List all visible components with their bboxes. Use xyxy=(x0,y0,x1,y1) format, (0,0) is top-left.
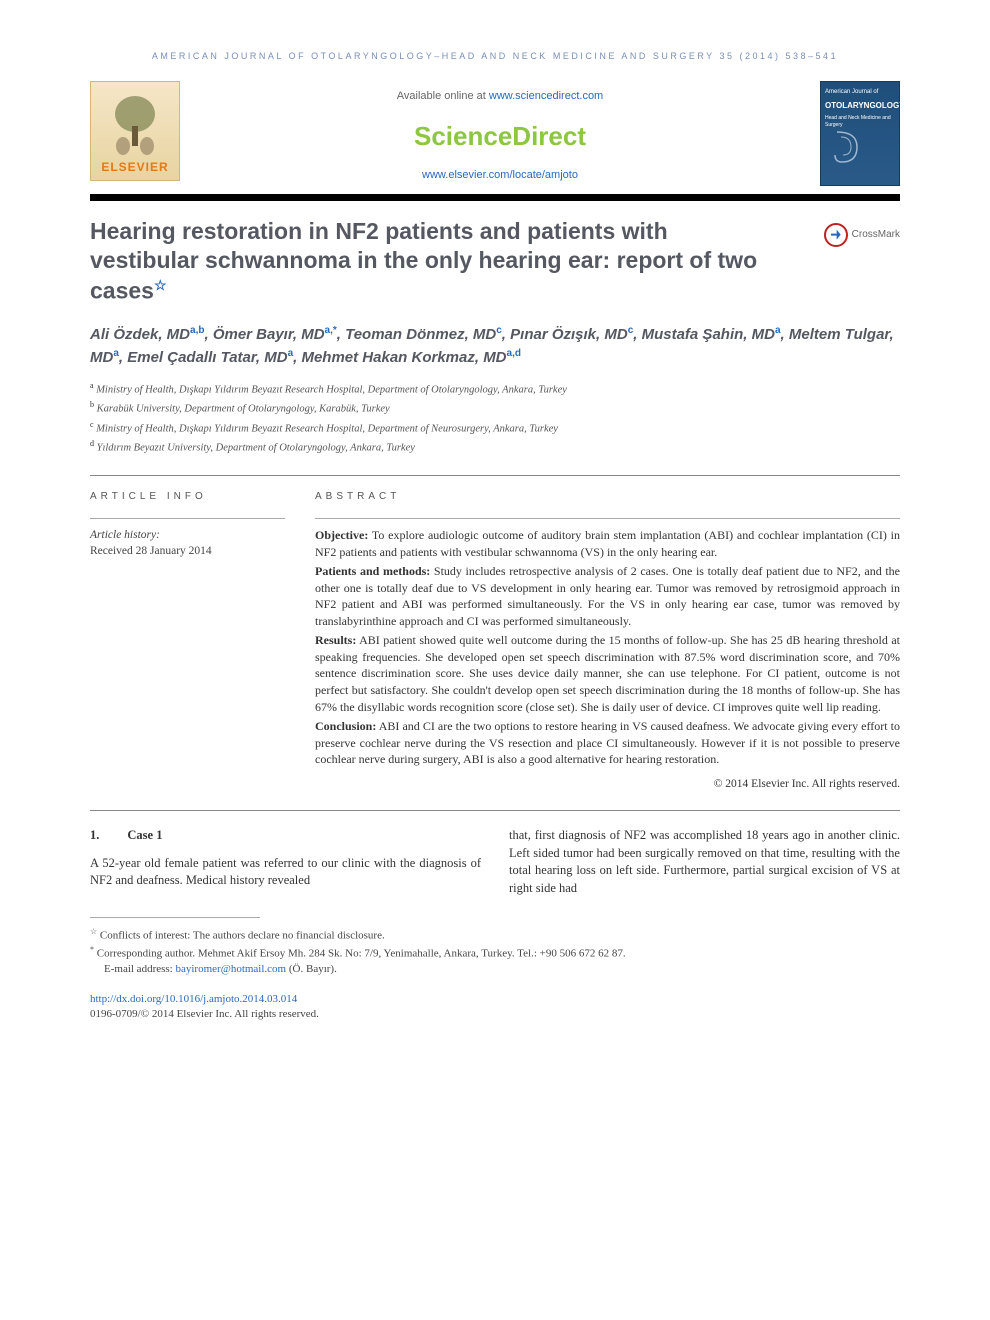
available-online-text: Available online at www.sciencedirect.co… xyxy=(180,89,820,104)
conflict-text: Conflicts of interest: The authors decla… xyxy=(97,930,385,942)
crossmark-icon xyxy=(824,223,848,247)
conflict-footnote: ☆ Conflicts of interest: The authors dec… xyxy=(90,926,900,944)
article-info-label: ARTICLE INFO xyxy=(90,490,285,504)
title-footnote-star: ☆ xyxy=(154,277,167,293)
corresponding-footnote: * Corresponding author. Mehmet Akif Erso… xyxy=(90,944,900,962)
abstract-copyright: © 2014 Elsevier Inc. All rights reserved… xyxy=(315,776,900,792)
abstract-results: Results: ABI patient showed quite well o… xyxy=(315,632,900,716)
footnotes: ☆ Conflicts of interest: The authors dec… xyxy=(90,926,900,977)
abstract-conclusion: Conclusion: ABI and CI are the two optio… xyxy=(315,718,900,768)
author: Ali Özdek, MDa,b xyxy=(90,326,204,343)
author: Ömer Bayır, MDa,* xyxy=(213,326,337,343)
results-text: ABI patient showed quite well outcome du… xyxy=(315,633,900,714)
patients-label: Patients and methods: xyxy=(315,564,430,578)
publisher-banner: ELSEVIER Available online at www.science… xyxy=(90,81,900,186)
section-divider xyxy=(90,475,900,476)
results-label: Results: xyxy=(315,633,356,647)
author: Emel Çadallı Tatar, MDa xyxy=(127,349,293,366)
footnote-rule xyxy=(90,917,260,918)
objective-text: To explore audiologic outcome of auditor… xyxy=(315,528,900,559)
article-info-block: ARTICLE INFO Article history: Received 2… xyxy=(90,490,285,792)
author: Mustafa Şahin, MDa xyxy=(642,326,781,343)
elsevier-logo: ELSEVIER xyxy=(90,81,180,181)
abstract-objective: Objective: To explore audiologic outcome… xyxy=(315,527,900,561)
case-title: Case 1 xyxy=(127,828,162,842)
email-label: E-mail address: xyxy=(104,963,175,975)
banner-center: Available online at www.sciencedirect.co… xyxy=(180,81,820,184)
authors-list: Ali Özdek, MDa,b, Ömer Bayır, MDa,*, Teo… xyxy=(90,323,900,370)
cover-line1: American Journal of xyxy=(825,88,895,96)
sciencedirect-link[interactable]: www.sciencedirect.com xyxy=(489,90,603,102)
history-label: Article history: xyxy=(90,527,285,543)
affiliation: c Ministry of Health, Dışkapı Yıldırım B… xyxy=(90,419,900,438)
conclusion-label: Conclusion: xyxy=(315,719,376,733)
info-divider xyxy=(90,518,285,519)
case-number: 1. xyxy=(90,828,99,842)
abstract-patients: Patients and methods: Study includes ret… xyxy=(315,563,900,630)
body-col1-text: A 52-year old female patient was referre… xyxy=(90,855,481,890)
email-footnote: E-mail address: bayiromer@hotmail.com (Ö… xyxy=(90,962,900,977)
issn-copyright: 0196-0709/© 2014 Elsevier Inc. All right… xyxy=(90,1008,319,1020)
elsevier-text: ELSEVIER xyxy=(101,159,168,176)
author-email-link[interactable]: bayiromer@hotmail.com xyxy=(175,963,286,975)
elsevier-tree-icon xyxy=(105,90,165,160)
journal-locate-link: www.elsevier.com/locate/amjoto xyxy=(180,168,820,183)
title-row: Hearing restoration in NF2 patients and … xyxy=(90,217,900,307)
corr-text: Corresponding author. Mehmet Akif Ersoy … xyxy=(94,948,626,960)
author: Mehmet Hakan Korkmaz, MDa,d xyxy=(301,349,521,366)
affiliation: b Karabük University, Department of Otol… xyxy=(90,399,900,418)
affiliation: d Yıldırım Beyazıt University, Departmen… xyxy=(90,438,900,457)
body-columns: 1. Case 1 A 52-year old female patient wa… xyxy=(90,827,900,897)
history-date: Received 28 January 2014 xyxy=(90,543,285,559)
affiliation: a Ministry of Health, Dışkapı Yıldırım B… xyxy=(90,380,900,399)
abstract-label: ABSTRACT xyxy=(315,490,900,504)
affiliations-list: a Ministry of Health, Dışkapı Yıldırım B… xyxy=(90,380,900,457)
abstract-block: ABSTRACT Objective: To explore audiologi… xyxy=(315,490,900,792)
author: Teoman Dönmez, MDc xyxy=(345,326,502,343)
doi-link[interactable]: http://dx.doi.org/10.1016/j.amjoto.2014.… xyxy=(90,993,297,1005)
email-suffix: (Ö. Bayır). xyxy=(286,963,337,975)
crossmark-badge[interactable]: CrossMark xyxy=(824,223,900,247)
article-title: Hearing restoration in NF2 patients and … xyxy=(90,217,760,307)
objective-label: Objective: xyxy=(315,528,368,542)
abstract-divider xyxy=(315,518,900,519)
journal-citation-header: AMERICAN JOURNAL OF OTOLARYNGOLOGY–HEAD … xyxy=(90,50,900,63)
info-abstract-row: ARTICLE INFO Article history: Received 2… xyxy=(90,490,900,792)
title-text: Hearing restoration in NF2 patients and … xyxy=(90,218,757,304)
cover-ear-icon xyxy=(827,127,867,167)
case-1-heading: 1. Case 1 xyxy=(90,827,481,845)
author: Pınar Özışık, MDc xyxy=(510,326,633,343)
journal-cover-thumb: American Journal of OTOLARYNGOLOGY Head … xyxy=(820,81,900,186)
sciencedirect-logo: ScienceDirect xyxy=(180,118,820,154)
doi-block: http://dx.doi.org/10.1016/j.amjoto.2014.… xyxy=(90,992,900,1023)
locate-url[interactable]: www.elsevier.com/locate/amjoto xyxy=(422,169,578,181)
body-col2-text: that, first diagnosis of NF2 was accompl… xyxy=(509,827,900,897)
available-prefix: Available online at xyxy=(397,90,489,102)
cover-journal-name: OTOLARYNGOLOGY xyxy=(825,100,895,111)
crossmark-label: CrossMark xyxy=(852,228,900,242)
conclusion-text: ABI and CI are the two options to restor… xyxy=(315,719,900,767)
black-separator-rule xyxy=(90,194,900,201)
section-divider-2 xyxy=(90,810,900,811)
